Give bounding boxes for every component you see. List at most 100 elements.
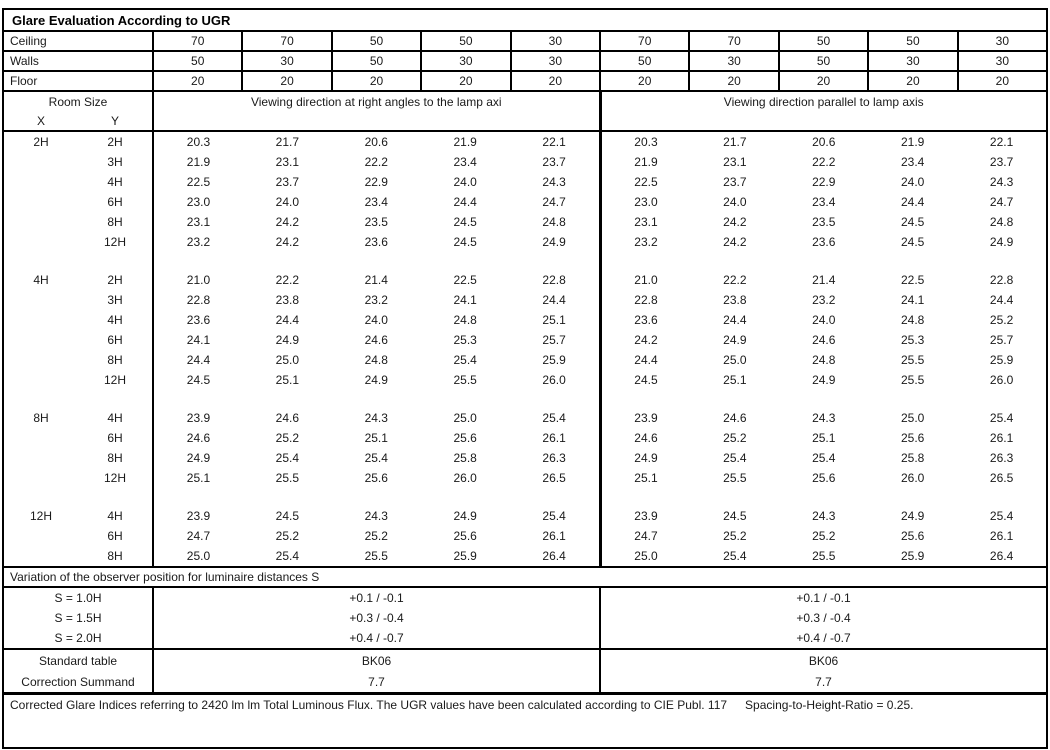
ugr-value: 23.5 (364, 215, 388, 229)
ugr-value: 25.2 (812, 529, 836, 543)
ugr-value: 24.0 (812, 313, 836, 327)
ugr-data-row: 12H 4H 23.9 24.5 24.3 24.9 25.4 23.9 24.5 24.3 24.… (4, 506, 1046, 526)
ugr-value: 23.7 (989, 155, 1014, 169)
right-angles-values: 23.9 24.6 24.3 25.0 25.4 (154, 408, 602, 428)
ugr-value: 25.4 (812, 451, 836, 465)
ugr-data-row: 8H 4H 23.9 24.6 24.3 25.0 25.4 23.9 24.6 24.3 25.0… (4, 408, 1046, 428)
room-x-value (4, 310, 78, 330)
reflectance-value: 50 (780, 32, 870, 50)
ugr-value: 25.4 (275, 549, 300, 563)
ugr-value: 25.8 (900, 451, 925, 465)
ugr-value: 24.5 (275, 509, 300, 523)
room-x-value: 2H (33, 135, 49, 149)
room-x-value (4, 428, 78, 448)
ugr-value: 24.1 (900, 293, 925, 307)
variation-distance-label: S = 2.0H (4, 628, 154, 648)
parallel-values: 25.1 25.5 25.6 26.0 26.5 (602, 468, 1047, 488)
summary-value: 7.7 (154, 671, 601, 692)
reflectance-value: 30 (869, 52, 959, 70)
room-size-cells: 8H (4, 212, 154, 232)
reflectance-value: 20 (422, 72, 512, 90)
ugr-value: 26.3 (989, 451, 1014, 465)
ugr-value: 24.5 (453, 235, 477, 249)
ugr-value: 22.5 (634, 175, 658, 189)
ugr-value: 24.5 (186, 373, 211, 387)
ugr-value: 21.0 (634, 273, 658, 287)
ugr-value: 21.9 (186, 155, 211, 169)
ugr-value: 24.4 (275, 313, 300, 327)
reflectance-value: 50 (333, 52, 423, 70)
reflectance-value: 20 (154, 72, 244, 90)
ugr-value: 24.4 (186, 353, 211, 367)
ugr-value: 24.9 (453, 509, 477, 523)
room-size-cells: 4H (4, 310, 154, 330)
ugr-value: 24.6 (634, 431, 658, 445)
footer-note: Corrected Glare Indices referring to 242… (4, 692, 1046, 747)
room-size-label: Room Size (48, 95, 108, 109)
ugr-data-row: 6H 24.7 25.2 25.2 25.6 26.1 24.7 25.2 25.2 25.6 26… (4, 526, 1046, 546)
ugr-value: 25.2 (723, 529, 747, 543)
reflectance-label: Walls (4, 52, 154, 70)
ugr-value: 20.6 (812, 135, 836, 149)
ugr-value: 23.2 (364, 293, 388, 307)
summary-section: Standard table BK06 BK06 Correction Summand… (4, 648, 1046, 692)
ugr-value: 25.6 (453, 529, 477, 543)
ugr-value: 23.6 (812, 235, 836, 249)
ugr-value: 25.1 (542, 313, 566, 327)
ugr-value: 24.5 (453, 215, 477, 229)
spacer (4, 488, 154, 506)
ugr-value: 23.8 (275, 293, 300, 307)
ugr-value: 24.9 (634, 451, 658, 465)
ugr-value: 24.9 (186, 451, 211, 465)
reflectance-value: 50 (422, 32, 512, 50)
ugr-value: 24.9 (900, 509, 925, 523)
ugr-value: 25.6 (900, 529, 925, 543)
room-size-cells: 6H (4, 428, 154, 448)
ugr-value: 24.3 (989, 175, 1014, 189)
parallel-values: 24.7 25.2 25.2 25.6 26.1 (602, 526, 1047, 546)
ugr-value: 24.0 (364, 313, 388, 327)
ugr-value: 25.4 (989, 509, 1014, 523)
reflectance-value: 30 (422, 52, 512, 70)
room-x-value (4, 546, 78, 566)
spacer (4, 390, 154, 408)
ugr-value: 23.4 (812, 195, 836, 209)
ugr-value: 23.9 (186, 509, 211, 523)
ugr-value: 23.6 (634, 313, 658, 327)
reflectance-value: 20 (995, 74, 1010, 88)
ugr-data-row: 8H 23.1 24.2 23.5 24.5 24.8 23.1 24.2 23.5 24.5 24… (4, 212, 1046, 232)
room-x-value (4, 330, 78, 350)
ugr-value: 25.4 (542, 509, 566, 523)
ugr-value: 25.2 (989, 313, 1014, 327)
ugr-data-row: 4H 22.5 23.7 22.9 24.0 24.3 22.5 23.7 22.9 24.0 24… (4, 172, 1046, 192)
ugr-value: 22.1 (542, 135, 566, 149)
ugr-value: 24.7 (542, 195, 566, 209)
ugr-value: 24.7 (186, 529, 211, 543)
ugr-data-row: 3H 21.9 23.1 22.2 23.4 23.7 21.9 23.1 22.2 23.4 23… (4, 152, 1046, 172)
right-angles-values: 20.3 21.7 20.6 21.9 22.1 (154, 132, 602, 152)
spacer (154, 252, 602, 270)
ugr-value: 23.0 (634, 195, 658, 209)
parallel-values: 24.4 25.0 24.8 25.5 25.9 (602, 350, 1047, 370)
ugr-value: 25.4 (723, 451, 747, 465)
ugr-value: 24.8 (812, 353, 836, 367)
room-x-value: 4H (33, 273, 49, 287)
ugr-value: 21.0 (186, 273, 211, 287)
room-x-value (4, 526, 78, 546)
summary-value: BK06 (154, 650, 601, 671)
ugr-value: 24.6 (723, 411, 747, 425)
ugr-value: 23.6 (186, 313, 211, 327)
spacer (602, 252, 1047, 270)
ugr-data-row: 2H 2H 20.3 21.7 20.6 21.9 22.1 20.3 21.7 20.6 21.9… (4, 132, 1046, 152)
variation-value: +0.4 / -0.7 (154, 628, 601, 648)
reflectance-row: Ceiling 70 70 50 50 30 70 70 50 50 30 (4, 32, 1046, 52)
ugr-value: 21.9 (900, 135, 925, 149)
variation-section: S = 1.0H +0.1 / -0.1 +0.1 / -0.1 S = 1.5H +0… (4, 588, 1046, 648)
reflectance-value: 30 (512, 52, 602, 70)
right-angles-values: 24.1 24.9 24.6 25.3 25.7 (154, 330, 602, 350)
ugr-value: 23.0 (186, 195, 211, 209)
reflectance-value: 30 (690, 52, 780, 70)
ugr-value: 21.4 (812, 273, 836, 287)
reflectance-value: 20 (869, 72, 959, 90)
